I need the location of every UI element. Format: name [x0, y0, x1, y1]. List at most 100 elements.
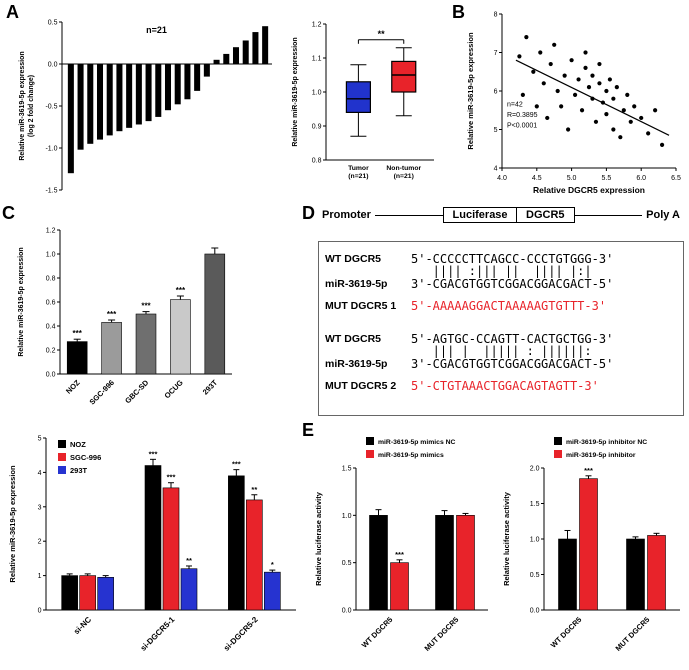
svg-text:miR-3619-5p inhibitor: miR-3619-5p inhibitor	[566, 452, 636, 459]
svg-text:0.5: 0.5	[342, 560, 352, 567]
mut-sequence-row: MUT DGCR5 2 5'-CTGTAAACTGGACAGTAGTT-3'	[325, 378, 679, 394]
svg-text:1.2: 1.2	[312, 22, 322, 29]
svg-text:0.0: 0.0	[530, 608, 540, 615]
svg-text:1: 1	[38, 573, 42, 580]
wt-label: WT DGCR5	[325, 333, 381, 345]
mut-sequence-row: MUT DGCR5 1 5'-AAAAAGGACTAAAAAGTGTTT-3'	[325, 298, 679, 314]
svg-text:***: ***	[149, 449, 158, 458]
mut-sequence: 5'-CTGTAAACTGGACAGTAGTT-3'	[411, 379, 599, 393]
svg-text:Relative miR-3619-5p expressio: Relative miR-3619-5p expression	[8, 465, 17, 583]
svg-text:0.6: 0.6	[46, 300, 56, 307]
svg-text:(n=21): (n=21)	[394, 173, 414, 180]
svg-text:si-NC: si-NC	[72, 615, 93, 636]
svg-text:**: **	[251, 485, 257, 494]
mir-expression-waterfall-chart: -1.5 -1.0 -0.5 0.0 0.5 n=21 Relative miR-3619-…	[19, 20, 272, 195]
svg-text:0.9: 0.9	[312, 124, 322, 131]
svg-text:***: ***	[395, 550, 404, 559]
svg-text:0.4: 0.4	[46, 324, 56, 331]
svg-text:si-DGCR5-1: si-DGCR5-1	[139, 615, 177, 653]
spacer	[325, 347, 411, 356]
svg-text:Non-tumor: Non-tumor	[386, 165, 421, 172]
svg-text:6.5: 6.5	[671, 175, 681, 182]
svg-text:6.0: 6.0	[636, 175, 646, 182]
svg-text:293T: 293T	[201, 378, 220, 397]
wt-label: WT DGCR5	[325, 253, 381, 265]
svg-text:miR-3619-5p inhibitor NC: miR-3619-5p inhibitor NC	[566, 439, 647, 446]
polya-label: Poly A	[646, 209, 680, 221]
si-dgcr5-knockdown-grouped-bar-chart: 012345si-NC********si-DGCR5-1******si-DG…	[8, 436, 296, 653]
svg-text:(n=21): (n=21)	[348, 173, 368, 180]
svg-text:***: ***	[141, 302, 151, 311]
mir-sequence-row: miR-3619-5p 3'-CGACGTGGTCGGACGGACGACT-5'	[325, 356, 679, 372]
svg-text:4: 4	[38, 470, 42, 477]
svg-text:Relative miR-3619-5p expressio: Relative miR-3619-5p expression	[19, 51, 26, 160]
luciferase-inhibitor-bar-chart: 0.0 0.5 1.0 1.5 2.0 *** WT DGCR5 MUT DGCR5 miR-3…	[502, 437, 680, 653]
svg-text:Relative miR-3619-5p expressio: Relative miR-3619-5p expression	[292, 37, 299, 146]
panel-d-label: D	[302, 203, 315, 223]
wt-sequence: 5'-CCCCCTTCAGCC-CCCTGTGGG-3'	[411, 252, 614, 266]
base-pairing-row: |||| :||| || |||| |:|	[325, 265, 679, 277]
svg-text:Relative miR-3619-5p expressio: Relative miR-3619-5p expression	[18, 247, 25, 356]
svg-text:4: 4	[494, 166, 498, 173]
panel-b-label: B	[452, 2, 465, 22]
svg-text:1.0: 1.0	[312, 90, 322, 97]
svg-text:miR-3619-5p mimics NC: miR-3619-5p mimics NC	[378, 439, 456, 446]
svg-text:n=42: n=42	[507, 101, 523, 108]
svg-text:***: ***	[176, 286, 186, 295]
base-pairing-marks: ||| | ||||| : ||||||:	[411, 344, 592, 358]
dgcr5-mir-correlation-scatter-chart: 4 5 6 7 8 4.0 4.5 5.0 5.5 6.0 6.5 n=42 R=0.3895 P<0.0…	[466, 12, 681, 196]
svg-text:Relative DGCR5 expression: Relative DGCR5 expression	[533, 185, 645, 195]
panel-a-label: A	[6, 2, 19, 22]
svg-text:1.2: 1.2	[46, 228, 56, 235]
svg-text:3: 3	[38, 504, 42, 511]
svg-text:0.8: 0.8	[312, 158, 322, 165]
svg-text:1.0: 1.0	[342, 513, 352, 520]
svg-text:SGC-996: SGC-996	[88, 378, 116, 406]
svg-text:0: 0	[38, 608, 42, 615]
svg-text:0.5: 0.5	[530, 572, 540, 579]
svg-text:0.0: 0.0	[46, 372, 56, 379]
svg-text:Relative luciferase activity: Relative luciferase activity	[502, 491, 511, 586]
svg-text:-1.5: -1.5	[45, 188, 57, 195]
svg-text:(log 2 fold change): (log 2 fold change)	[28, 75, 35, 137]
svg-text:***: ***	[584, 466, 593, 475]
svg-text:2.0: 2.0	[530, 466, 540, 473]
svg-text:4.5: 4.5	[532, 175, 542, 182]
svg-text:2: 2	[38, 539, 42, 546]
svg-text:1.0: 1.0	[530, 537, 540, 544]
svg-text:**: **	[378, 29, 386, 39]
panel-e-label: E	[302, 420, 315, 440]
svg-text:8: 8	[494, 12, 498, 19]
svg-text:SGC-996: SGC-996	[70, 453, 101, 462]
wt-sequence-row: WT DGCR5 5'-CCCCCTTCAGCC-CCCTGTGGG-3'	[325, 251, 679, 267]
svg-text:OCUG: OCUG	[163, 378, 185, 400]
mir-sequence: 3'-CGACGTGGTCGGACGGACGACT-5'	[411, 357, 614, 371]
svg-text:***: ***	[232, 460, 241, 469]
svg-text:NOZ: NOZ	[64, 378, 82, 396]
svg-text:1.5: 1.5	[530, 501, 540, 508]
cell-line-expression-bar-chart: 0.0 0.2 0.4 0.6 0.8 1.0 1.2 *** NOZ *** SGC-996 ***…	[18, 228, 232, 407]
svg-text:5: 5	[38, 436, 42, 443]
svg-text:si-DGCR5-2: si-DGCR5-2	[222, 615, 260, 653]
svg-text:WT DGCR5: WT DGCR5	[549, 615, 584, 650]
svg-text:6: 6	[494, 89, 498, 96]
svg-text:WT DGCR5: WT DGCR5	[360, 615, 395, 650]
svg-text:NOZ: NOZ	[70, 440, 86, 449]
svg-text:Relative luciferase activity: Relative luciferase activity	[314, 491, 323, 586]
panel-c-label: C	[2, 203, 15, 223]
alignment-site-2: WT DGCR5 5'-AGTGC-CCAGTT-CACTGCTGG-3' |||…	[325, 331, 679, 394]
svg-text:-1.0: -1.0	[45, 146, 57, 153]
luciferase-mimics-bar-chart: 0.0 0.5 1.0 1.5 *** WT DGCR5 MUT DGCR5 miR-3619…	[314, 437, 488, 653]
mir-label: miR-3619-5p	[325, 358, 388, 370]
dgcr5-box: DGCR5	[516, 207, 575, 223]
svg-text:5: 5	[494, 127, 498, 134]
alignment-site-1: WT DGCR5 5'-CCCCCTTCAGCC-CCCTGTGGG-3' |||…	[325, 251, 679, 314]
svg-text:5.5: 5.5	[602, 175, 612, 182]
spacer	[325, 267, 411, 276]
svg-text:P<0.0001: P<0.0001	[507, 122, 537, 129]
svg-text:n=21: n=21	[146, 25, 167, 35]
svg-text:***: ***	[167, 473, 176, 482]
svg-text:*: *	[271, 560, 274, 569]
construct-line-left	[374, 214, 443, 216]
